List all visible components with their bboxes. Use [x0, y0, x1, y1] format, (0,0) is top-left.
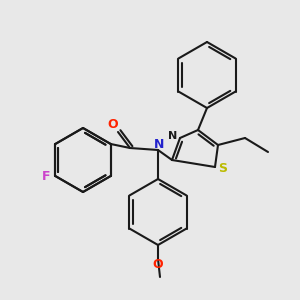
- Text: S: S: [218, 163, 227, 176]
- Text: O: O: [153, 259, 163, 272]
- Text: O: O: [108, 118, 118, 131]
- Text: F: F: [42, 169, 50, 182]
- Text: N: N: [168, 131, 178, 141]
- Text: N: N: [154, 139, 164, 152]
